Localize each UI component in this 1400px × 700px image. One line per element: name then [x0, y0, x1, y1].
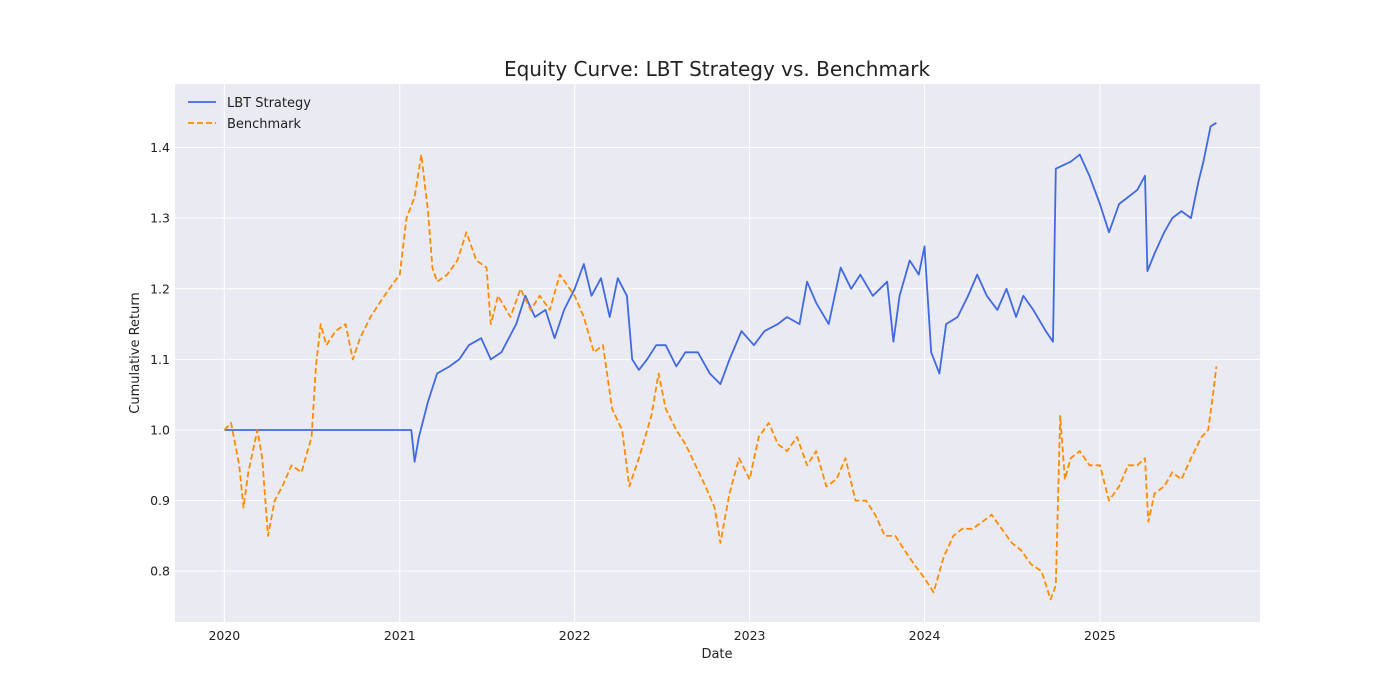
- y-tick-label: 1.2: [150, 281, 170, 296]
- x-tick-label: 2022: [559, 628, 591, 643]
- y-tick-label: 1.3: [150, 211, 170, 226]
- x-tick-label: 2023: [734, 628, 766, 643]
- series-lines: [223, 122, 1218, 601]
- x-tick-label: 2024: [909, 628, 941, 643]
- legend: LBT Strategy Benchmark: [188, 96, 311, 132]
- legend-label-lbt-strategy: LBT Strategy: [227, 96, 311, 111]
- series-line-benchmark: [223, 153, 1218, 601]
- x-tick-label: 2021: [384, 628, 416, 643]
- x-axis-ticks: 2020 2021 2022 2023 2024 2025: [208, 628, 1115, 643]
- x-tick-label: 2025: [1084, 628, 1116, 643]
- grid-lines: [175, 84, 1260, 622]
- y-tick-label: 0.8: [150, 564, 170, 579]
- y-axis-ticks: 0.8 0.9 1.0 1.1 1.2 1.3 1.4: [150, 140, 170, 579]
- x-tick-label: 2020: [208, 628, 240, 643]
- x-axis-label: Date: [701, 647, 732, 662]
- legend-label-benchmark: Benchmark: [227, 117, 302, 132]
- y-tick-label: 0.9: [150, 493, 170, 508]
- y-tick-label: 1.1: [150, 352, 170, 367]
- y-tick-label: 1.0: [150, 422, 170, 437]
- y-tick-label: 1.4: [150, 140, 170, 155]
- y-axis-label: Cumulative Return: [128, 292, 143, 413]
- series-line-lbt-strategy: [224, 122, 1217, 463]
- plot-area: [175, 84, 1260, 622]
- chart-title: Equity Curve: LBT Strategy vs. Benchmark: [504, 57, 930, 81]
